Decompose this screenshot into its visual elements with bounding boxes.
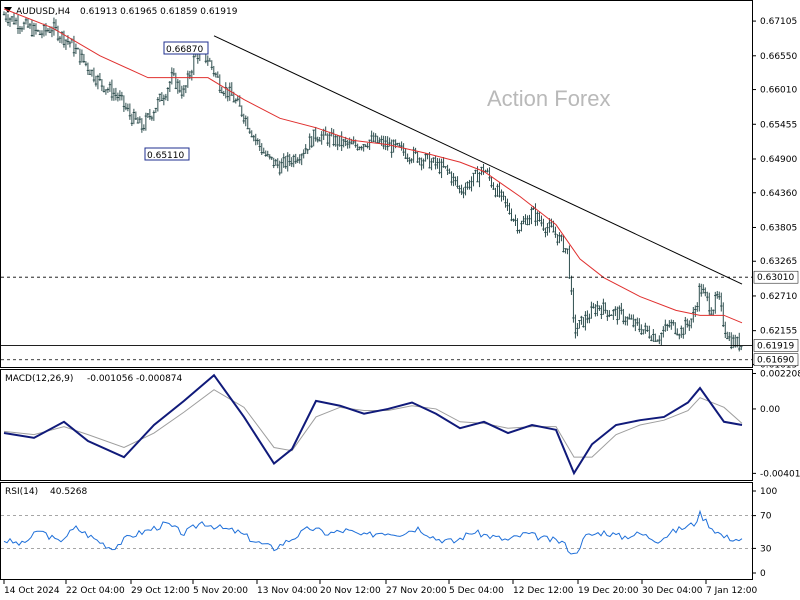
moving-average-line — [3, 8, 743, 324]
rsi-value: 40.5268 — [50, 487, 87, 497]
rsi-panel-frame — [0, 482, 753, 580]
price-tick-label: 0.63265 — [760, 257, 797, 267]
macd-tick-label: -0.004012 — [760, 469, 800, 479]
price-tick-label: 0.65455 — [760, 120, 797, 130]
rsi-tick-label: 100 — [760, 487, 777, 497]
resistance-level-label: 0.63010 — [757, 273, 794, 283]
macd-axis: 0.002208 0.00 -0.004012 — [752, 369, 800, 479]
resistance-level-badge — [753, 270, 799, 284]
macd-series-layer — [3, 373, 743, 476]
price-tick-label: 0.64360 — [760, 189, 797, 199]
time-tick-label: 5 Dec 04:00 — [449, 586, 504, 596]
macd-panel-frame — [0, 369, 753, 481]
price-levels: 0.63010 0.61919 0.61690 — [1, 270, 799, 366]
rsi-axis: 100 70 30 0 — [752, 487, 777, 579]
support-level-label: 0.61690 — [757, 356, 794, 366]
time-axis: 14 Oct 2024 22 Oct 04:00 29 Oct 12:00 5 Nov… — [3, 580, 758, 596]
annotation-high: 0.66870 — [166, 45, 203, 55]
time-tick-label: 19 Dec 20:00 — [578, 586, 639, 596]
macd-values: -0.001056 -0.000874 — [87, 374, 183, 384]
time-tick-label: 30 Dec 04:00 — [642, 586, 703, 596]
current-price-label: 0.61919 — [757, 341, 794, 351]
annotation-box-low — [144, 147, 190, 161]
macd-line — [3, 373, 743, 476]
price-tick-label: 0.67105 — [760, 17, 797, 27]
price-tick-label: 0.64900 — [760, 155, 797, 165]
time-tick-label: 27 Nov 20:00 — [386, 586, 447, 596]
symbol-label: AUDUSD,H4 — [16, 7, 71, 17]
price-series-layer — [2, 8, 743, 352]
current-price-badge — [753, 339, 799, 352]
annotation-box-high — [163, 41, 209, 55]
time-tick-label: 12 Dec 12:00 — [513, 586, 574, 596]
time-tick-label: 20 Nov 12:00 — [320, 586, 381, 596]
price-tick-label: 0.66010 — [760, 86, 797, 96]
price-panel-frame — [0, 0, 753, 368]
price-tick-label: 0.63805 — [760, 223, 797, 233]
trendline — [213, 35, 743, 285]
time-tick-label: 5 Nov 20:00 — [193, 586, 248, 596]
rsi-tick-label: 0 — [760, 569, 766, 579]
rsi-tick-label: 30 — [760, 544, 772, 554]
macd-tick-label: 0.00 — [760, 405, 780, 415]
ohlc-values: 0.61913 0.61965 0.61859 0.61919 — [80, 7, 238, 17]
price-tick-label: 0.62710 — [760, 292, 797, 302]
price-tick-label: 0.62155 — [760, 327, 797, 337]
macd-title: MACD(12,26,9) — [5, 374, 73, 384]
rsi-title: RSI(14) — [5, 487, 38, 497]
time-tick-label: 22 Oct 04:00 — [66, 586, 125, 596]
annotation-low: 0.65110 — [147, 151, 184, 161]
macd-tick-label: 0.002208 — [760, 369, 800, 379]
time-tick-label: 7 Jan 12:00 — [706, 586, 758, 596]
time-tick-label: 13 Nov 04:00 — [257, 586, 318, 596]
support-level-badge — [753, 353, 799, 366]
rsi-series-layer — [1, 509, 752, 555]
watermark-text: Action Forex — [487, 86, 611, 111]
time-tick-label: 29 Oct 12:00 — [131, 586, 190, 596]
macd-signal-line — [3, 389, 743, 458]
rsi-tick-label: 70 — [760, 512, 772, 522]
rsi-line — [3, 509, 743, 555]
price-tick-label: 0.66550 — [760, 52, 797, 62]
time-tick-label: 14 Oct 2024 — [4, 586, 60, 596]
price-axis: 0.67105 0.66550 0.66010 0.65455 0.64900 0.643… — [752, 17, 797, 370]
